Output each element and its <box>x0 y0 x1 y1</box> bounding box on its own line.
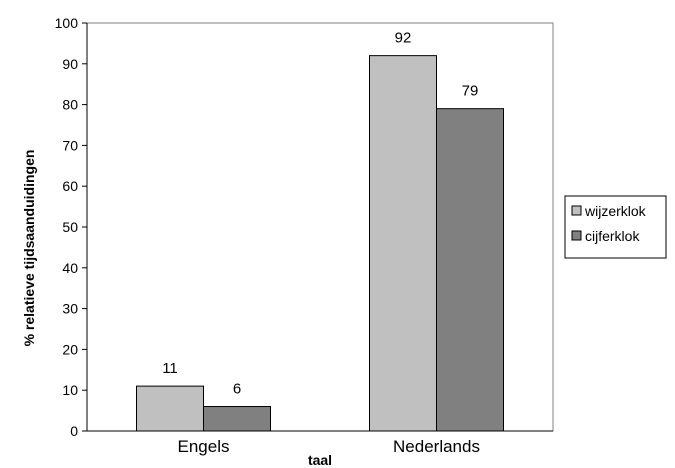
y-tick-label: 100 <box>55 15 79 31</box>
data-label: 6 <box>233 381 241 398</box>
y-tick-label: 10 <box>62 382 78 398</box>
y-tick-label: 20 <box>62 341 78 357</box>
y-tick-label: 60 <box>62 178 78 194</box>
bars <box>136 55 504 432</box>
data-label: 11 <box>162 360 178 377</box>
legend-label-cijferklok: cijferklok <box>585 228 640 244</box>
legend-box <box>564 195 667 259</box>
legend: wijzerklok cijferklok <box>564 195 667 259</box>
y-tick-label: 40 <box>62 260 78 276</box>
legend-swatch-wijzerklok <box>571 205 582 216</box>
y-tick-label: 70 <box>62 137 78 153</box>
y-tick-label: 50 <box>62 219 78 235</box>
x-axis-title: taal <box>308 452 332 468</box>
bar-cijferklok-Nederlands <box>436 108 504 432</box>
data-label: 79 <box>462 83 479 100</box>
y-tick-label: 90 <box>62 56 78 72</box>
bar-wijzerklok-Engels <box>136 385 204 432</box>
y-axis-ticks: 0 10 20 30 40 50 60 70 80 90 100 <box>55 15 87 439</box>
data-label: 92 <box>395 30 412 47</box>
y-axis-title: % relatieve tijdsaanduidingen <box>21 150 37 347</box>
bar-cijferklok-Engels <box>203 406 271 432</box>
x-tick-label: Nederlands <box>393 437 480 456</box>
y-tick-label: 30 <box>62 301 78 317</box>
x-tick-label: Engels <box>178 437 230 456</box>
y-tick-label: 0 <box>70 423 78 439</box>
x-axis-ticks: Engels Nederlands <box>178 437 480 456</box>
y-tick-label: 80 <box>62 97 78 113</box>
legend-swatch-cijferklok <box>571 230 582 241</box>
legend-label-wijzerklok: wijzerklok <box>584 203 647 219</box>
data-labels: 11 6 92 79 <box>162 30 478 398</box>
bar-wijzerklok-Nederlands <box>369 55 437 432</box>
